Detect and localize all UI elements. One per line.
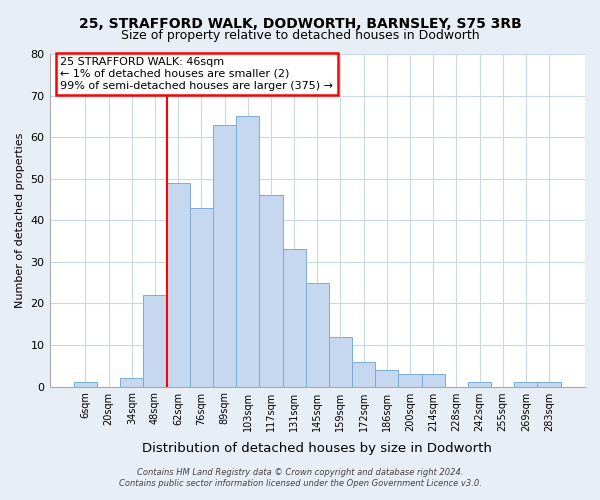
Bar: [236, 116, 259, 386]
Bar: [190, 208, 213, 386]
Bar: [538, 382, 560, 386]
Text: 25, STRAFFORD WALK, DODWORTH, BARNSLEY, S75 3RB: 25, STRAFFORD WALK, DODWORTH, BARNSLEY, …: [79, 18, 521, 32]
X-axis label: Distribution of detached houses by size in Dodworth: Distribution of detached houses by size …: [142, 442, 492, 455]
Bar: [329, 336, 352, 386]
Bar: [167, 183, 190, 386]
Bar: [143, 295, 167, 386]
Bar: [352, 362, 375, 386]
Text: Contains HM Land Registry data © Crown copyright and database right 2024.
Contai: Contains HM Land Registry data © Crown c…: [119, 468, 481, 487]
Bar: [514, 382, 538, 386]
Bar: [422, 374, 445, 386]
Bar: [375, 370, 398, 386]
Bar: [283, 250, 305, 386]
Y-axis label: Number of detached properties: Number of detached properties: [15, 132, 25, 308]
Bar: [213, 124, 236, 386]
Text: 25 STRAFFORD WALK: 46sqm
← 1% of detached houses are smaller (2)
99% of semi-det: 25 STRAFFORD WALK: 46sqm ← 1% of detache…: [60, 58, 333, 90]
Bar: [120, 378, 143, 386]
Bar: [398, 374, 422, 386]
Bar: [305, 282, 329, 387]
Bar: [259, 196, 283, 386]
Text: Size of property relative to detached houses in Dodworth: Size of property relative to detached ho…: [121, 29, 479, 42]
Bar: [74, 382, 97, 386]
Bar: [468, 382, 491, 386]
